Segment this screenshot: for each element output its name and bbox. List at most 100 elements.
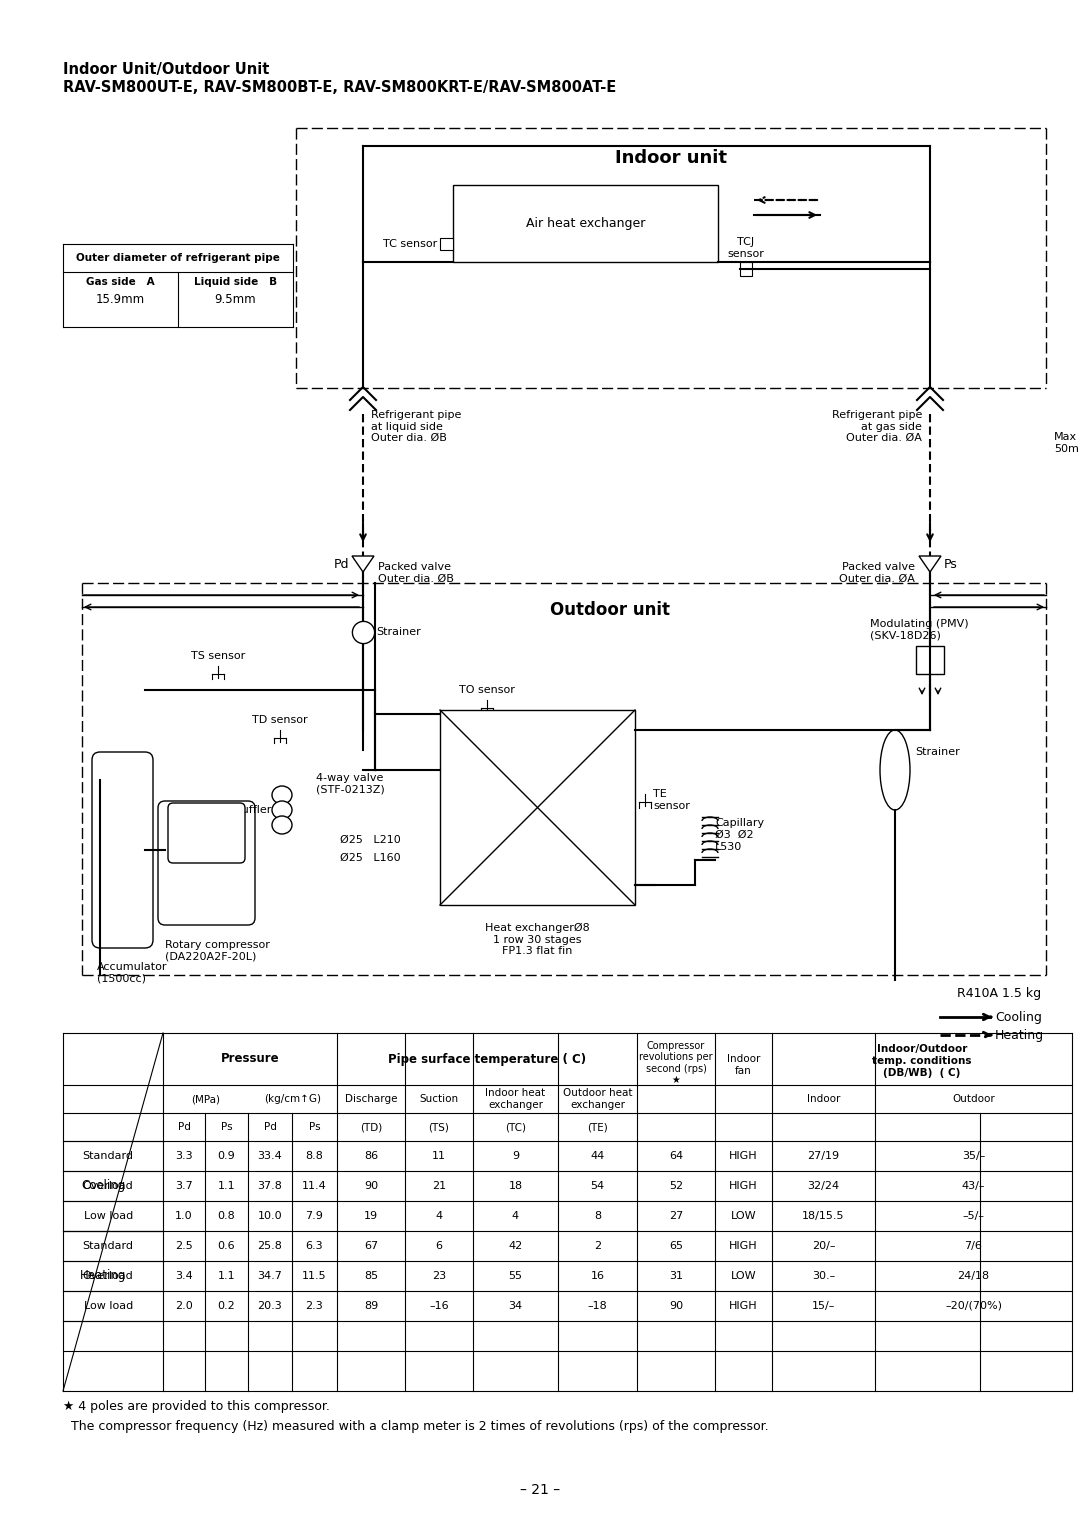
- Text: Indoor: Indoor: [807, 1093, 840, 1104]
- Text: 0.9: 0.9: [218, 1151, 235, 1161]
- Text: (kg/cm↑G): (kg/cm↑G): [264, 1093, 321, 1104]
- Text: 54: 54: [591, 1180, 605, 1191]
- Text: Packed valve: Packed valve: [842, 563, 915, 572]
- Text: 1.0: 1.0: [175, 1211, 193, 1222]
- Text: 0.2: 0.2: [218, 1301, 235, 1312]
- Text: 0.8: 0.8: [218, 1211, 235, 1222]
- Text: 10.0: 10.0: [258, 1211, 282, 1222]
- Text: (TE): (TE): [588, 1122, 608, 1132]
- Text: Ps: Ps: [944, 558, 958, 570]
- Text: 6.3: 6.3: [306, 1241, 323, 1250]
- Text: Heating: Heating: [80, 1269, 126, 1283]
- Text: 24/18: 24/18: [958, 1270, 989, 1281]
- Text: Standard: Standard: [82, 1241, 133, 1250]
- Text: Ø25   L210: Ø25 L210: [340, 836, 401, 845]
- Text: 16: 16: [591, 1270, 605, 1281]
- Bar: [740, 262, 752, 276]
- Text: Discharge: Discharge: [345, 1093, 397, 1104]
- Text: 90: 90: [364, 1180, 378, 1191]
- Text: 31: 31: [669, 1270, 683, 1281]
- Text: 52: 52: [669, 1180, 683, 1191]
- Text: Outer dia. ØB: Outer dia. ØB: [378, 573, 454, 584]
- Text: 90: 90: [669, 1301, 683, 1312]
- Text: Ps: Ps: [309, 1122, 321, 1132]
- Text: Gas side   A: Gas side A: [86, 278, 154, 287]
- Text: Air heat exchanger: Air heat exchanger: [526, 217, 645, 230]
- Text: RAV-SM800UT-E, RAV-SM800BT-E, RAV-SM800KRT-E/RAV-SM800AT-E: RAV-SM800UT-E, RAV-SM800BT-E, RAV-SM800K…: [63, 79, 617, 95]
- Text: 15.9mm: 15.9mm: [96, 293, 145, 307]
- Text: Indoor
fan: Indoor fan: [727, 1054, 760, 1075]
- Text: Refrigerant pipe
at liquid side
Outer dia. ØB: Refrigerant pipe at liquid side Outer di…: [372, 410, 461, 444]
- Text: 9: 9: [512, 1151, 519, 1161]
- Text: Compressor
revolutions per
second (rps)
★: Compressor revolutions per second (rps) …: [639, 1040, 713, 1086]
- Text: 34: 34: [509, 1301, 523, 1312]
- Text: 30.–: 30.–: [812, 1270, 835, 1281]
- Text: Outdoor: Outdoor: [953, 1093, 995, 1104]
- Text: –18: –18: [588, 1301, 607, 1312]
- Text: TCJ
sensor: TCJ sensor: [728, 238, 765, 259]
- Text: 33.4: 33.4: [258, 1151, 282, 1161]
- Text: 3.3: 3.3: [175, 1151, 193, 1161]
- Text: 8: 8: [594, 1211, 602, 1222]
- Text: 11.5: 11.5: [302, 1270, 327, 1281]
- Text: 65: 65: [669, 1241, 683, 1250]
- Text: Suction: Suction: [419, 1093, 459, 1104]
- Text: 4: 4: [435, 1211, 443, 1222]
- Text: 20/–: 20/–: [812, 1241, 835, 1250]
- Text: Indoor unit: Indoor unit: [615, 149, 727, 168]
- Text: R410A 1.5 kg: R410A 1.5 kg: [957, 987, 1041, 999]
- Text: –16: –16: [429, 1301, 449, 1312]
- Text: Refrigerant pipe
at gas side
Outer dia. ØA: Refrigerant pipe at gas side Outer dia. …: [832, 410, 922, 444]
- Text: Low load: Low load: [84, 1301, 133, 1312]
- Text: TD sensor: TD sensor: [253, 715, 308, 724]
- Text: –20/(70%): –20/(70%): [945, 1301, 1002, 1312]
- Text: – 21 –: – 21 –: [519, 1482, 561, 1498]
- Text: Indoor/Outdoor
temp. conditions
(DB/WB)  ( C): Indoor/Outdoor temp. conditions (DB/WB) …: [873, 1045, 972, 1078]
- Text: Cooling: Cooling: [81, 1179, 125, 1193]
- Text: Modulating (PMV)
(SKV-18D26): Modulating (PMV) (SKV-18D26): [870, 619, 969, 640]
- Text: Outer diameter of refrigerant pipe: Outer diameter of refrigerant pipe: [76, 253, 280, 262]
- Text: 27: 27: [669, 1211, 684, 1222]
- Text: Muffler: Muffler: [232, 805, 272, 814]
- Text: 9.5mm: 9.5mm: [215, 293, 256, 307]
- Text: 4-way valve
(STF-0213Z): 4-way valve (STF-0213Z): [315, 773, 384, 795]
- Text: Outdoor unit: Outdoor unit: [550, 601, 670, 619]
- Text: 6: 6: [435, 1241, 443, 1250]
- Ellipse shape: [272, 816, 292, 834]
- Text: LOW: LOW: [731, 1211, 756, 1222]
- Text: –5/–: –5/–: [962, 1211, 985, 1222]
- Text: Pd: Pd: [264, 1122, 276, 1132]
- Text: Outdoor heat
exchanger: Outdoor heat exchanger: [563, 1089, 632, 1110]
- Text: 2.0: 2.0: [175, 1301, 193, 1312]
- FancyBboxPatch shape: [92, 752, 153, 949]
- Text: 42: 42: [509, 1241, 523, 1250]
- Text: Overload: Overload: [82, 1180, 133, 1191]
- Text: Pressure: Pressure: [220, 1052, 280, 1066]
- Text: 43/–: 43/–: [962, 1180, 985, 1191]
- Text: Ø25   L160: Ø25 L160: [340, 852, 401, 863]
- Polygon shape: [919, 557, 941, 572]
- Text: Heating: Heating: [995, 1028, 1044, 1042]
- Text: 1.1: 1.1: [218, 1180, 235, 1191]
- Text: Rotary compressor
(DA220A2F-20L): Rotary compressor (DA220A2F-20L): [165, 939, 270, 962]
- FancyBboxPatch shape: [168, 804, 245, 863]
- Text: 18/15.5: 18/15.5: [802, 1211, 845, 1222]
- Text: 23: 23: [432, 1270, 446, 1281]
- Text: Strainer: Strainer: [915, 747, 960, 756]
- Text: (TD): (TD): [360, 1122, 382, 1132]
- Text: The compressor frequency (Hz) measured with a clamp meter is 2 times of revoluti: The compressor frequency (Hz) measured w…: [63, 1420, 769, 1434]
- Text: ★ 4 poles are provided to this compressor.: ★ 4 poles are provided to this compresso…: [63, 1400, 329, 1414]
- Ellipse shape: [272, 785, 292, 804]
- Text: (MPa): (MPa): [191, 1093, 220, 1104]
- Text: TC sensor: TC sensor: [382, 239, 437, 249]
- Text: Indoor heat
exchanger: Indoor heat exchanger: [485, 1089, 545, 1110]
- Text: 19: 19: [364, 1211, 378, 1222]
- Text: 34.7: 34.7: [257, 1270, 283, 1281]
- Text: Max
50m: Max 50m: [1054, 432, 1079, 454]
- Text: TE
sensor: TE sensor: [653, 790, 690, 811]
- Text: 4: 4: [512, 1211, 519, 1222]
- Text: 64: 64: [669, 1151, 683, 1161]
- Text: Overload: Overload: [82, 1270, 133, 1281]
- Text: 37.8: 37.8: [257, 1180, 283, 1191]
- Text: Outer dia. ØA: Outer dia. ØA: [839, 573, 915, 584]
